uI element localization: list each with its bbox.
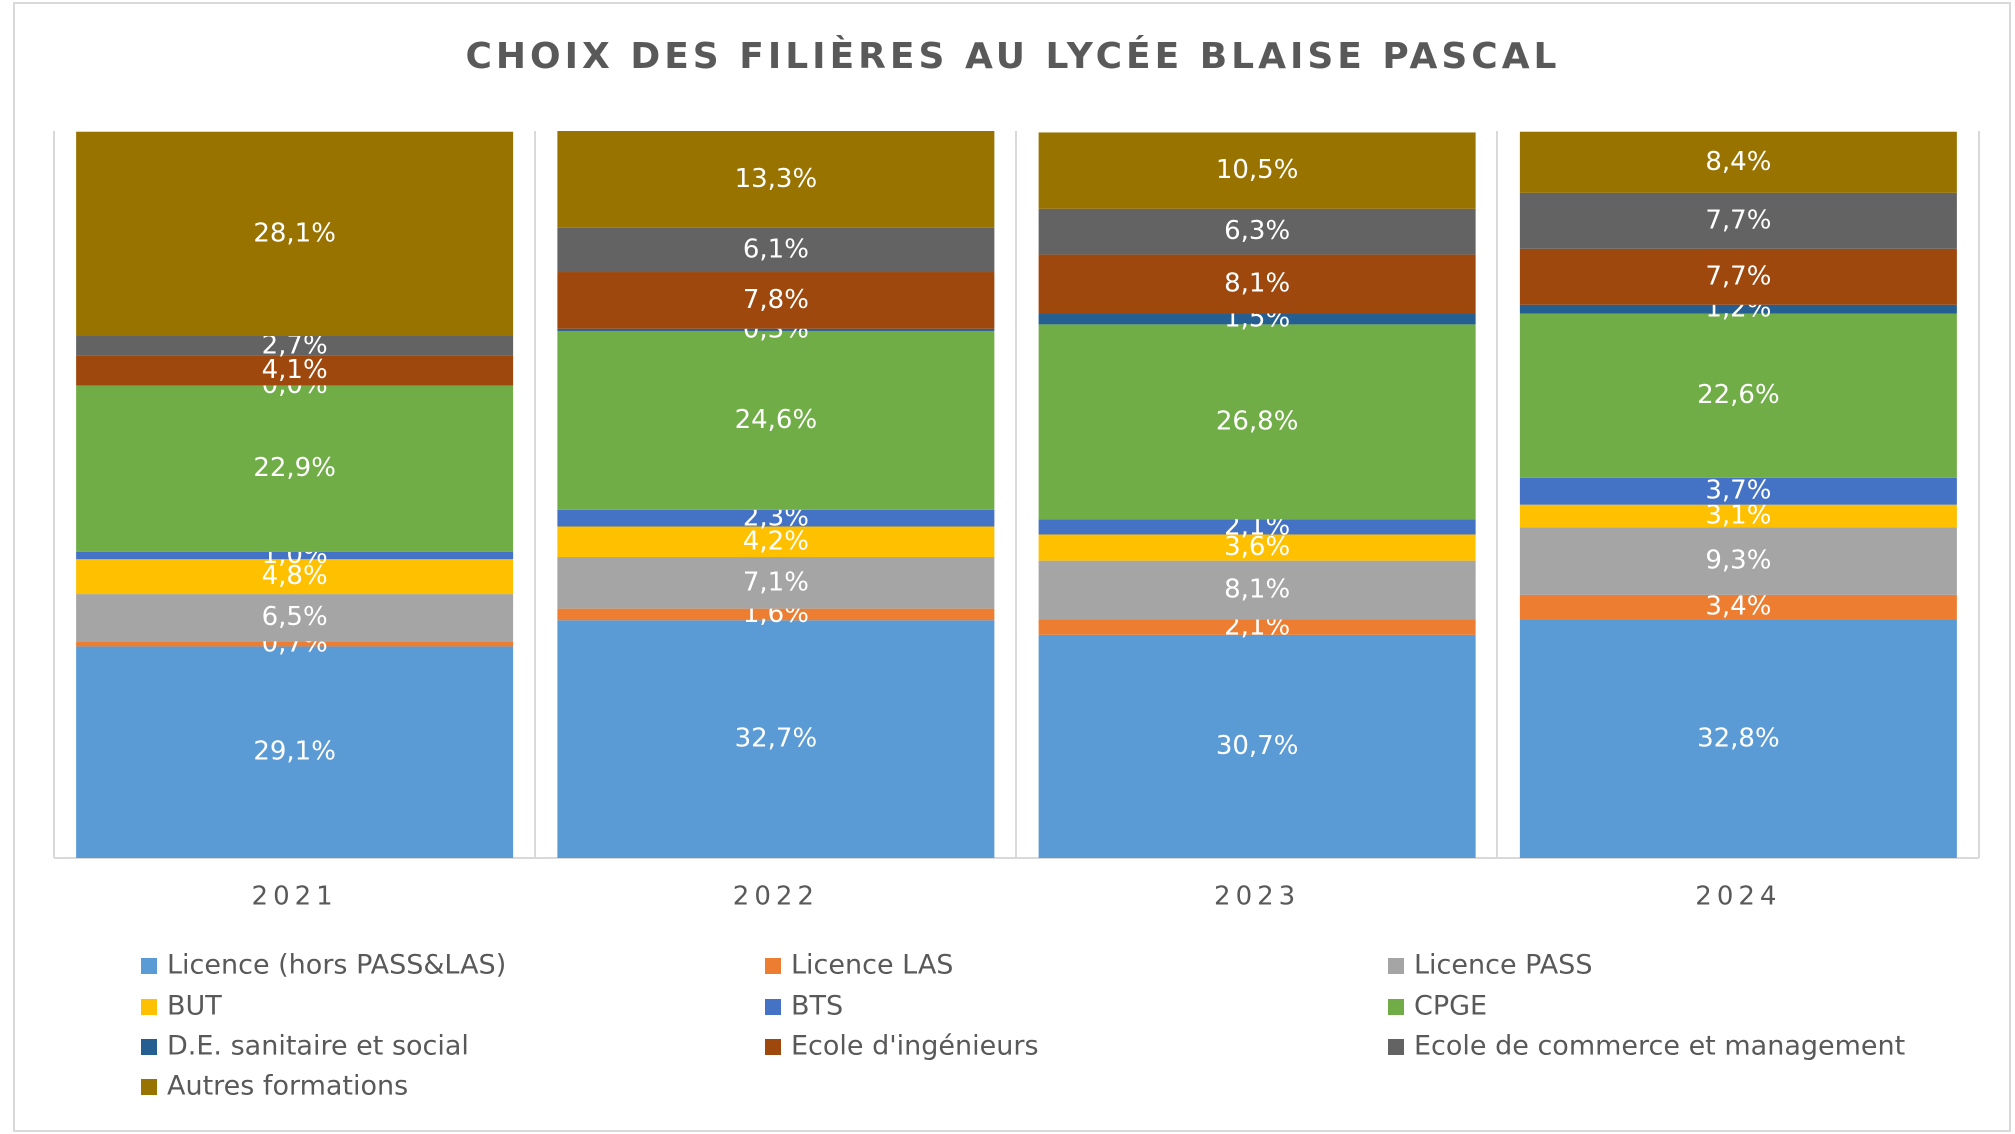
legend-label: Ecole d'ingénieurs bbox=[791, 1031, 1039, 1062]
bar-segment bbox=[1038, 324, 1476, 520]
bar-segment bbox=[1519, 527, 1957, 595]
bar-segment bbox=[1038, 619, 1476, 635]
x-tick-label: 2021 bbox=[252, 882, 338, 912]
legend-label: D.E. sanitaire et social bbox=[167, 1031, 469, 1062]
x-tick-label: 2022 bbox=[733, 882, 819, 912]
bar-segment bbox=[1038, 560, 1476, 620]
bar-segment bbox=[1519, 192, 1957, 249]
bar-segment bbox=[1519, 619, 1957, 858]
legend-swatch bbox=[765, 1039, 781, 1055]
legend-label: Licence PASS bbox=[1414, 950, 1592, 981]
bar-segment bbox=[557, 557, 995, 609]
data-label: 24,6% bbox=[735, 405, 818, 435]
data-label: 6,3% bbox=[1224, 216, 1290, 246]
data-label: 8,1% bbox=[1224, 575, 1290, 605]
bar-segment bbox=[1038, 208, 1476, 255]
bar-segment bbox=[557, 131, 995, 228]
bar-segment bbox=[557, 328, 995, 331]
legend-swatch bbox=[141, 999, 157, 1015]
data-label: 7,1% bbox=[743, 567, 809, 597]
bar-segment bbox=[76, 551, 514, 560]
bar-segment bbox=[1038, 132, 1476, 209]
bar-segment bbox=[557, 509, 995, 527]
data-label: 26,8% bbox=[1216, 406, 1299, 436]
legend-swatch bbox=[1388, 1039, 1404, 1055]
data-label: 7,8% bbox=[743, 285, 809, 315]
data-label: 22,6% bbox=[1697, 380, 1780, 410]
data-label: 22,9% bbox=[253, 453, 336, 483]
data-label: 4,8% bbox=[262, 561, 328, 591]
data-label: 7,7% bbox=[1705, 261, 1771, 291]
x-tick-label: 2024 bbox=[1695, 882, 1781, 912]
legend-swatch bbox=[1388, 958, 1404, 974]
bar-segment bbox=[76, 336, 514, 356]
data-label: 7,7% bbox=[1705, 205, 1771, 235]
bar-segment bbox=[557, 227, 995, 273]
legend-swatch bbox=[141, 1039, 157, 1055]
legend-label: Licence (hors PASS&LAS) bbox=[167, 950, 506, 981]
bar-segment bbox=[1519, 131, 1957, 193]
legend-swatch bbox=[1388, 999, 1404, 1015]
bar-segment bbox=[76, 641, 514, 647]
data-label: 3,7% bbox=[1705, 476, 1771, 506]
bar-segment bbox=[1038, 254, 1476, 314]
legend-swatch bbox=[765, 958, 781, 974]
data-label: 9,3% bbox=[1705, 546, 1771, 576]
data-label: 3,6% bbox=[1224, 532, 1290, 562]
bar-segment bbox=[557, 608, 995, 621]
bar-segment bbox=[557, 272, 995, 329]
bar-segment bbox=[1519, 248, 1957, 305]
legend-label: BUT bbox=[167, 991, 222, 1022]
bar-segment bbox=[557, 526, 995, 558]
data-label: 32,7% bbox=[735, 724, 818, 754]
bar-segment bbox=[557, 330, 995, 510]
bar-segment bbox=[76, 355, 514, 386]
bar-segment bbox=[76, 646, 514, 858]
bar-segment bbox=[1038, 519, 1476, 535]
bar-segment bbox=[76, 594, 514, 642]
bar-segment bbox=[76, 385, 514, 552]
legend-label: CPGE bbox=[1414, 991, 1487, 1022]
bar-segment bbox=[1519, 594, 1957, 620]
data-label: 30,7% bbox=[1216, 731, 1299, 761]
data-label: 6,1% bbox=[743, 234, 809, 264]
data-label: 4,1% bbox=[262, 355, 328, 385]
legend-swatch bbox=[141, 1079, 157, 1095]
bar-segment bbox=[76, 559, 514, 595]
bar-segment bbox=[557, 620, 995, 858]
data-label: 10,5% bbox=[1216, 155, 1299, 185]
bar-segment bbox=[1038, 534, 1476, 561]
bar-segment bbox=[76, 131, 514, 337]
legend-swatch bbox=[765, 999, 781, 1015]
data-label: 28,1% bbox=[253, 218, 336, 248]
data-label: 8,1% bbox=[1224, 269, 1290, 299]
bar-segment bbox=[1519, 313, 1957, 478]
x-tick-label: 2023 bbox=[1214, 882, 1300, 912]
data-label: 3,4% bbox=[1705, 592, 1771, 622]
legend-label: Licence LAS bbox=[791, 950, 953, 981]
legend-label: BTS bbox=[791, 991, 843, 1022]
data-label: 6,5% bbox=[262, 602, 328, 632]
legend-label: Ecole de commerce et management bbox=[1414, 1031, 1905, 1062]
legend-label: Autres formations bbox=[167, 1071, 408, 1102]
bar-segment bbox=[1519, 477, 1957, 505]
data-label: 4,2% bbox=[743, 526, 809, 556]
data-label: 8,4% bbox=[1705, 147, 1771, 177]
bar-segment bbox=[1038, 313, 1476, 325]
bar-segment bbox=[1519, 304, 1957, 314]
chart-title: CHOIX DES FILIÈRES AU LYCÉE BLAISE PASCA… bbox=[465, 35, 1560, 77]
data-label: 13,3% bbox=[735, 164, 818, 194]
legend-swatch bbox=[141, 958, 157, 974]
data-label: 32,8% bbox=[1697, 723, 1780, 753]
data-label: 29,1% bbox=[253, 737, 336, 767]
bar-segment bbox=[1519, 504, 1957, 528]
bar-segment bbox=[1038, 634, 1476, 858]
data-label: 3,1% bbox=[1705, 500, 1771, 530]
